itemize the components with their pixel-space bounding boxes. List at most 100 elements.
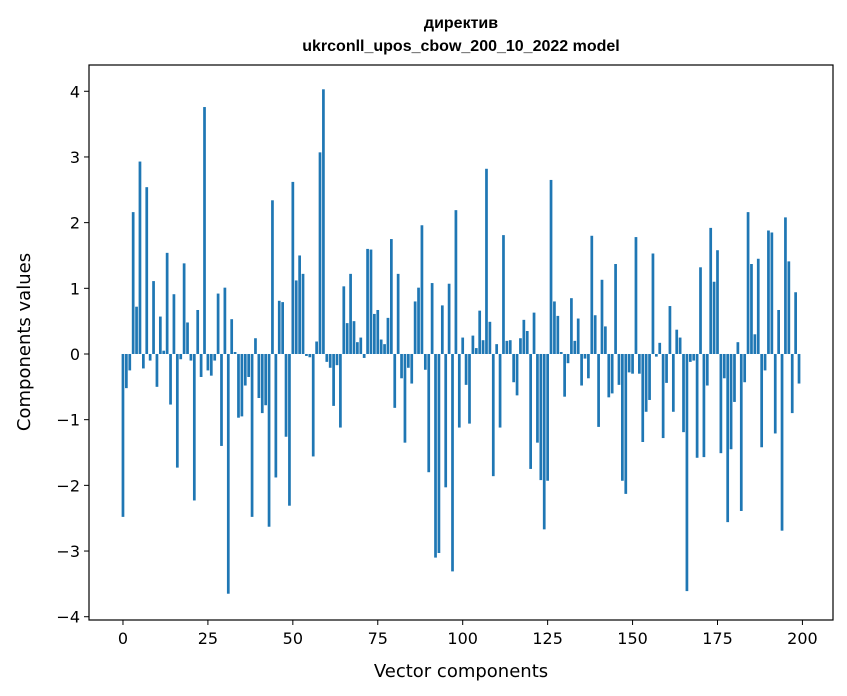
bar-198 <box>794 292 797 354</box>
bar-160 <box>665 353 668 383</box>
bar-112 <box>502 235 505 354</box>
bar-144 <box>610 353 614 394</box>
bar-85 <box>410 353 414 384</box>
bar-110 <box>495 344 499 354</box>
bar-129 <box>559 352 563 354</box>
bar-86 <box>413 301 417 354</box>
bar-181 <box>736 342 740 354</box>
bar-120 <box>529 353 532 469</box>
bar-103 <box>471 335 475 354</box>
bar-82 <box>400 353 403 379</box>
bar-176 <box>719 353 723 454</box>
bar-52 <box>298 255 301 354</box>
bar-11 <box>158 316 162 354</box>
bar-195 <box>784 217 787 354</box>
bar-2 <box>128 353 132 371</box>
bar-138 <box>590 235 594 354</box>
x-axis-ticks: 0 25 50 75 100 125 150 175 200 <box>118 620 818 648</box>
bar-166 <box>685 353 689 592</box>
bar-173 <box>709 227 713 354</box>
bar-12 <box>162 350 166 354</box>
bar-43 <box>267 353 271 527</box>
bar-93 <box>437 353 441 553</box>
bar-162 <box>671 353 675 412</box>
bar-55 <box>308 353 312 358</box>
bar-8 <box>148 353 152 361</box>
bar-139 <box>593 315 597 354</box>
bar-78 <box>386 317 390 354</box>
bar-132 <box>570 298 573 354</box>
y-tick-label: −3 <box>56 542 80 561</box>
bar-134 <box>576 318 580 354</box>
bar-91 <box>430 283 434 354</box>
bar-70 <box>359 337 363 354</box>
bar-76 <box>379 339 383 354</box>
bar-194 <box>780 353 784 531</box>
bar-72 <box>366 248 369 354</box>
bar-107 <box>485 168 488 354</box>
bar-79 <box>390 239 393 354</box>
bar-191 <box>770 232 774 354</box>
bar-133 <box>573 340 577 354</box>
bar-7 <box>145 187 149 354</box>
bar-45 <box>274 353 278 478</box>
bar-56 <box>311 353 315 457</box>
bar-104 <box>474 348 478 354</box>
bar-125 <box>546 353 549 481</box>
bar-26 <box>209 353 213 376</box>
y-axis-label: Components values <box>14 253 35 431</box>
bar-13 <box>165 252 169 354</box>
bar-155 <box>648 353 651 400</box>
bar-47 <box>281 302 284 354</box>
bar-36 <box>243 353 247 386</box>
bar-146 <box>617 353 621 385</box>
bar-46 <box>277 300 281 354</box>
bar-35 <box>240 353 244 417</box>
bar-41 <box>260 353 264 414</box>
bar-151 <box>634 237 638 354</box>
bar-197 <box>790 353 794 414</box>
bar-114 <box>508 340 512 354</box>
bar-179 <box>729 353 733 450</box>
bar-171 <box>702 353 706 458</box>
bar-5 <box>138 161 142 354</box>
bar-22 <box>196 309 200 354</box>
bar-121 <box>532 312 536 354</box>
bar-158 <box>658 342 662 354</box>
bar-163 <box>675 329 679 354</box>
bar-122 <box>536 353 539 443</box>
bar-148 <box>624 353 628 494</box>
bar-136 <box>583 353 587 359</box>
bar-42 <box>264 353 268 406</box>
bar-149 <box>627 353 631 373</box>
bar-182 <box>739 353 743 511</box>
bar-130 <box>563 353 566 397</box>
bars-group <box>121 89 801 594</box>
bar-152 <box>638 353 641 374</box>
bar-6 <box>142 353 145 369</box>
bar-28 <box>216 293 220 354</box>
bar-142 <box>604 326 607 354</box>
bar-57 <box>315 341 318 354</box>
bar-108 <box>488 321 492 354</box>
bar-145 <box>614 264 617 354</box>
bar-193 <box>777 309 780 354</box>
bar-21 <box>192 353 196 501</box>
bar-169 <box>695 353 699 458</box>
bar-113 <box>505 340 509 354</box>
bar-16 <box>175 353 179 468</box>
bar-20 <box>189 353 193 361</box>
bar-140 <box>597 353 600 427</box>
bar-94 <box>440 305 444 354</box>
bar-150 <box>631 353 634 374</box>
bar-61 <box>328 353 332 368</box>
bar-118 <box>522 319 526 354</box>
bar-126 <box>549 179 553 354</box>
bar-59 <box>322 89 325 354</box>
bar-119 <box>525 331 529 354</box>
bar-187 <box>756 258 760 354</box>
bar-178 <box>726 353 730 523</box>
bar-44 <box>271 200 274 354</box>
bar-172 <box>705 353 709 386</box>
